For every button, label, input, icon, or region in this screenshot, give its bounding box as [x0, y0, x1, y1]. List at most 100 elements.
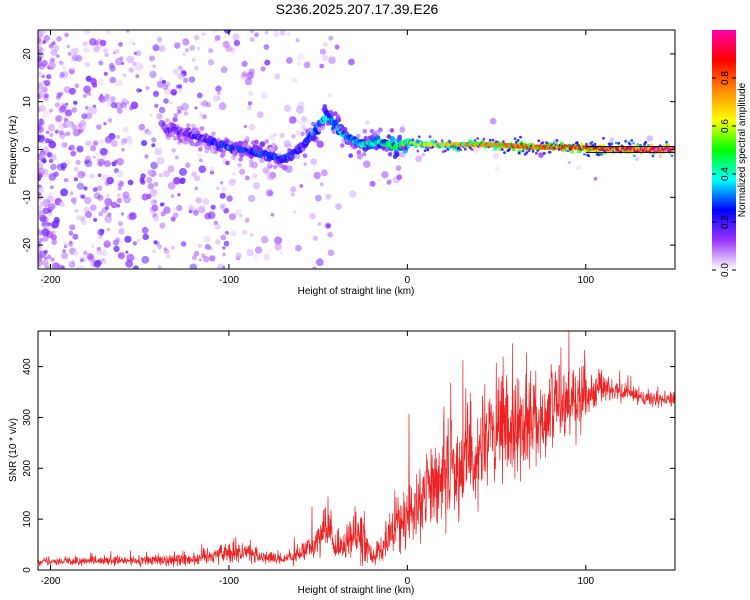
spectrogram-cell	[84, 159, 93, 168]
spectrogram-cell	[207, 211, 216, 220]
spectrogram-cell	[386, 180, 392, 185]
spectrogram-cell	[242, 229, 248, 236]
spectrogram-cell	[236, 252, 242, 258]
spectrogram-cell	[59, 60, 64, 66]
colorbar-tick-label: 0.2	[720, 215, 731, 229]
spectrogram-cell	[97, 173, 102, 177]
spectrogram-cell	[319, 63, 325, 69]
spectrogram-ridge-cell	[238, 157, 243, 162]
spectrogram-ridge-cell	[356, 133, 361, 139]
spectrogram-cell	[295, 38, 300, 43]
spectrogram-cell	[56, 163, 65, 171]
spectrogram-cell	[68, 261, 76, 268]
spectrogram-ridge-cell	[575, 141, 579, 145]
spectrogram-ridge-cell	[482, 137, 486, 141]
spectrogram-cell	[104, 205, 110, 210]
spectrogram-cell	[264, 59, 271, 66]
spectrogram-ridge-cell	[322, 104, 328, 109]
spectrogram-cell	[99, 39, 107, 47]
spectrogram-cell	[245, 72, 254, 80]
spectrogram-cell	[167, 165, 175, 173]
spectrogram-cell	[163, 98, 169, 104]
spectrogram-cell	[135, 62, 144, 70]
spectrogram-cell	[492, 152, 500, 160]
spectrogram-cell	[120, 139, 126, 146]
spectrogram-cell	[90, 145, 97, 152]
spectrogram-ridge-cell	[426, 148, 430, 152]
spectrogram-cell	[81, 113, 88, 120]
spectrogram-cell	[138, 123, 146, 131]
spectrogram-cell	[273, 30, 280, 37]
spectrogram-cell	[73, 177, 79, 182]
spectrogram-ridge-cell	[647, 143, 650, 147]
spectrogram-cell	[83, 85, 91, 94]
spectrogram-cell	[57, 122, 65, 130]
spectrogram-cell	[155, 241, 160, 246]
spectrogram-cell	[160, 211, 166, 217]
spectrogram-cell	[138, 88, 142, 93]
spectrogram-cell	[297, 62, 301, 66]
spectrogram-cell	[156, 157, 165, 165]
spectrogram-cell	[43, 159, 47, 164]
spectrogram-cell	[62, 249, 66, 253]
x-tick-label: -100	[219, 576, 239, 587]
colorbar-tick-label: 0.0	[720, 263, 731, 277]
spectrogram-ridge-cell	[259, 141, 266, 148]
spectrogram-cell	[50, 163, 57, 171]
spectrogram-cell	[176, 105, 183, 112]
spectrogram-cell	[244, 217, 250, 223]
spectrogram-cell	[118, 221, 123, 227]
spectrogram-cell	[203, 255, 210, 263]
spectrogram-cell	[47, 211, 53, 216]
spectrogram-cell	[70, 197, 76, 203]
spectrogram-cell	[41, 59, 48, 67]
spectrogram-cell	[210, 204, 216, 210]
spectrogram-ridge-cell	[253, 139, 259, 145]
spectrogram-cell	[47, 222, 52, 227]
spectrogram-cell	[312, 235, 319, 241]
spectrogram-ridge-cell	[583, 152, 586, 156]
spectrogram-cell	[154, 148, 159, 153]
spectrogram-cell	[39, 238, 44, 242]
spectrogram-cell	[43, 35, 50, 42]
spectrogram-cell	[38, 30, 43, 37]
snr-y-axis-label: SNR (10 * v/v)	[8, 418, 19, 482]
spectrogram-cell	[141, 140, 148, 147]
spectrogram-cell	[214, 223, 221, 230]
spectrogram-ridge-cell	[264, 139, 270, 144]
spectrogram-cell	[74, 208, 79, 213]
spectrogram-cell	[593, 176, 598, 181]
spectrogram-cell	[381, 171, 389, 179]
spectrogram-cell	[110, 101, 118, 109]
spectrogram-cell	[133, 51, 137, 55]
spectrogram-cell	[96, 249, 103, 256]
spectrogram-cell	[189, 263, 198, 269]
spectrogram-cell	[153, 216, 159, 222]
spectrogram-cell	[215, 85, 222, 93]
spectrogram-cell	[116, 197, 123, 204]
spectrogram-cell	[96, 124, 102, 130]
spectrogram-cell	[93, 217, 98, 222]
spectrogram-cell	[327, 249, 335, 257]
spectrogram-cell	[297, 120, 301, 124]
spectrogram-cell	[395, 165, 402, 172]
spectrogram-cell	[246, 248, 254, 257]
spectrogram-ridge-cell	[559, 141, 564, 146]
spectrogram-cell	[47, 203, 55, 211]
figure-title: S236.2025.207.17.39.E26	[276, 1, 439, 17]
spectrogram-cell	[38, 71, 43, 78]
spectrogram-cell	[67, 260, 73, 267]
spectrogram-ridge-cell	[284, 143, 290, 148]
spectrogram-cell	[44, 257, 48, 261]
spectrogram-cell	[104, 215, 112, 223]
x-tick-label: 100	[577, 275, 594, 286]
spectrogram-cell	[274, 73, 281, 80]
spectrogram-cell	[158, 45, 166, 53]
y-tick-label: -20	[22, 237, 33, 252]
spectrogram-cell	[38, 55, 42, 62]
spectrogram-cell	[217, 96, 221, 100]
spectrogram-ridge-cell	[210, 149, 215, 154]
spectrogram-cell	[101, 258, 105, 262]
spectrogram-cell	[274, 243, 282, 251]
